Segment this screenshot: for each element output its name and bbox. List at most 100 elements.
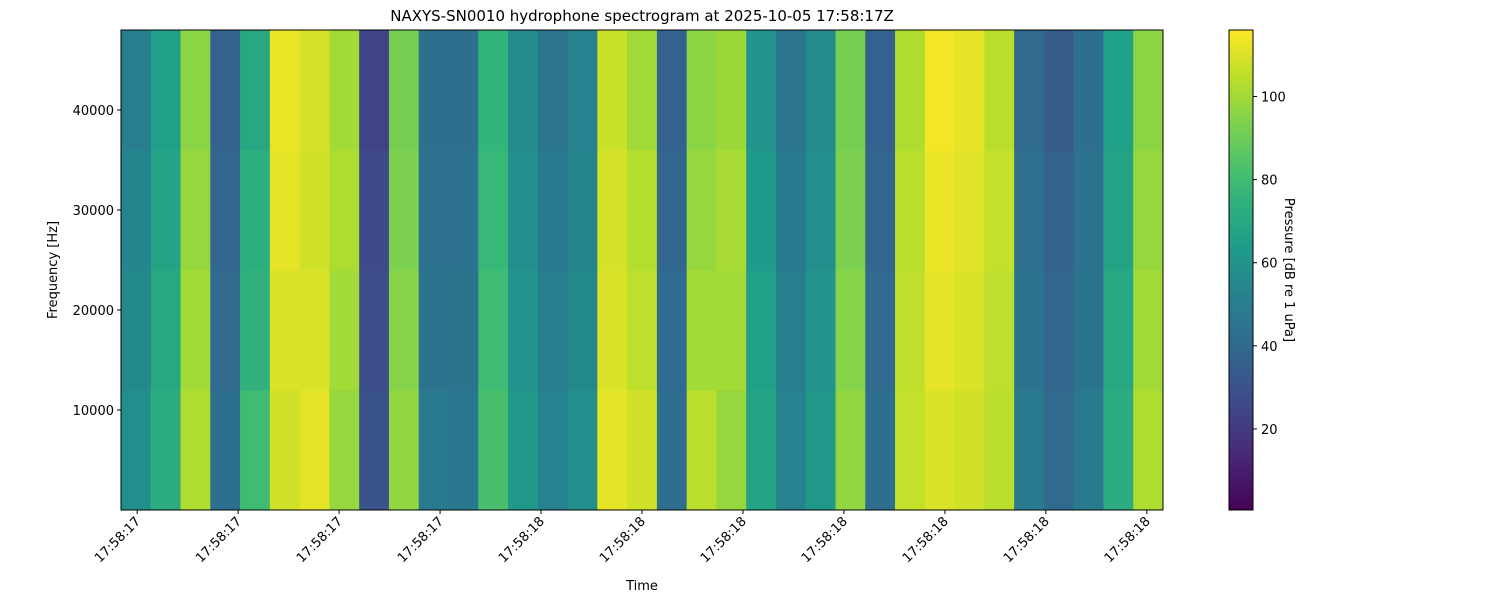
heatmap-cell	[359, 270, 390, 391]
heatmap-cell	[537, 270, 569, 391]
heatmap-cell	[478, 150, 509, 271]
heatmap-cell	[805, 30, 837, 151]
heatmap-cell	[1014, 150, 1045, 271]
heatmap-cell	[686, 390, 717, 511]
heatmap-cell	[388, 270, 420, 391]
heatmap-cell	[775, 150, 807, 271]
y-tick-label: 40000	[73, 104, 114, 119]
heatmap-cell	[865, 150, 896, 271]
heatmap-cell	[299, 270, 330, 391]
heatmap-cell	[1043, 270, 1075, 391]
heatmap-cell	[835, 390, 866, 511]
heatmap-cell	[210, 390, 241, 511]
heatmap-cell	[388, 390, 420, 511]
colorbar-tick-label: 80	[1261, 174, 1278, 189]
y-tick-label: 10000	[73, 404, 114, 419]
heatmap-cell	[537, 30, 569, 151]
heatmap-cell	[299, 30, 330, 151]
heatmap-cell	[1043, 390, 1075, 511]
heatmap-cell	[627, 150, 658, 271]
heatmap-cell	[984, 270, 1015, 391]
heatmap-cell	[1103, 30, 1134, 151]
heatmap-cell	[329, 270, 360, 391]
heatmap-cell	[895, 270, 926, 391]
heatmap-cell	[299, 150, 330, 271]
heatmap-cell	[835, 30, 866, 151]
heatmap-cell	[448, 150, 479, 271]
heatmap-cell	[1103, 270, 1134, 391]
chart-title: NAXYS-SN0010 hydrophone spectrogram at 2…	[390, 7, 894, 25]
heatmap-cell	[418, 270, 449, 391]
heatmap-cell	[656, 150, 688, 271]
heatmap-cell	[686, 150, 717, 271]
heatmap-cell	[686, 270, 717, 391]
heatmap-cell	[478, 270, 509, 391]
y-tick-label: 20000	[73, 304, 114, 319]
heatmap-cell	[984, 390, 1015, 511]
y-tick-label: 30000	[73, 204, 114, 219]
heatmap-cell	[865, 30, 896, 151]
colorbar	[1228, 29, 1254, 511]
heatmap-cell	[537, 150, 569, 271]
heatmap-cell	[627, 390, 658, 511]
heatmap-cell	[269, 270, 301, 391]
x-axis-label: Time	[625, 579, 658, 594]
x-tick-label: 17:58:18	[1001, 514, 1053, 566]
heatmap-cell	[210, 150, 241, 271]
heatmap-cell	[478, 30, 509, 151]
heatmap-cell	[537, 390, 569, 511]
heatmap-cell	[895, 390, 926, 511]
heatmap-cell	[895, 150, 926, 271]
heatmap-cell	[805, 150, 837, 271]
heatmap-cell	[984, 30, 1015, 151]
heatmap-cell	[865, 270, 896, 391]
heatmap-cell	[448, 270, 479, 391]
heatmap-cell	[448, 390, 479, 511]
heatmap-cell	[567, 270, 598, 391]
x-tick-label: 17:58:18	[698, 514, 750, 566]
heatmap-cell	[746, 390, 777, 511]
heatmap-cell	[210, 270, 241, 391]
heatmap-cell	[567, 390, 598, 511]
heatmap-cell	[805, 270, 837, 391]
heatmap-cell	[388, 30, 420, 151]
heatmap-cell	[984, 150, 1015, 271]
heatmap-cell	[865, 390, 896, 511]
heatmap-cell	[359, 390, 390, 511]
heatmap-cell	[954, 270, 985, 391]
heatmap-cell	[418, 30, 449, 151]
heatmap-cell	[1073, 150, 1104, 271]
heatmap-cell	[716, 150, 747, 271]
heatmap-cell	[269, 390, 301, 511]
heatmap-cell	[121, 390, 152, 511]
heatmap-cell	[1133, 390, 1164, 511]
x-tick-label: 17:58:17	[395, 514, 447, 566]
heatmap-cell	[716, 270, 747, 391]
heatmap-cell	[895, 30, 926, 151]
heatmap-cell	[150, 270, 182, 391]
heatmap-cell	[954, 150, 985, 271]
heatmap-cell	[686, 30, 717, 151]
heatmap-cell	[240, 390, 271, 511]
heatmap-cell	[1014, 390, 1045, 511]
colorbar-label: Pressure [dB re 1 uPa]	[1281, 198, 1296, 342]
heatmap-cell	[508, 30, 539, 151]
heatmap-cell	[150, 390, 182, 511]
heatmap-cell	[775, 270, 807, 391]
x-tick-label: 17:58:18	[900, 514, 952, 566]
heatmap-cell	[150, 150, 182, 271]
heatmap-cell	[746, 30, 777, 151]
heatmap-cell	[954, 390, 985, 511]
heatmap-cell	[746, 150, 777, 271]
colorbar-tick-label: 20	[1261, 423, 1278, 438]
heatmap-cell	[240, 150, 271, 271]
heatmap-cell	[269, 150, 301, 271]
y-axis-label: Frequency [Hz]	[46, 221, 61, 319]
heatmap-cell	[121, 30, 152, 151]
heatmap-cell	[924, 150, 956, 271]
heatmap-cell	[418, 390, 449, 511]
heatmap-cell	[1103, 150, 1134, 271]
heatmap-cell	[656, 390, 688, 511]
colorbar-tick-label: 100	[1261, 90, 1286, 105]
